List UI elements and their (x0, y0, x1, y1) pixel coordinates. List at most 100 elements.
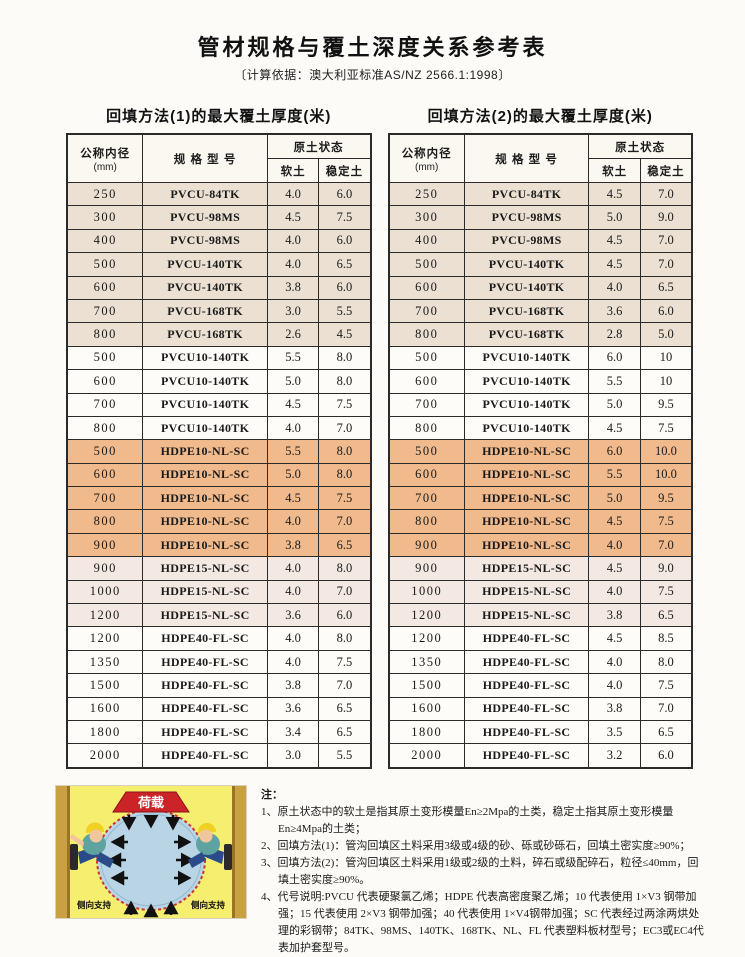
table-row: 500 PVCU-140TK 4.5 7.0 (388, 252, 693, 277)
soft-soil-cell: 5.0 (588, 486, 641, 511)
nominal-diameter-cell: 800 (388, 509, 465, 534)
soft-soil-cell: 2.6 (266, 322, 320, 347)
model-cell: PVCU10-140TK (463, 415, 590, 441)
stable-soil-cell: 7.5 (639, 673, 693, 698)
header-nominal-diameter: 公称内径 (mm) (66, 133, 144, 183)
nominal-diameter-cell: 1600 (388, 696, 465, 721)
stable-soil-cell: 8.0 (639, 649, 693, 675)
notes-list: 1、原土状态中的软土是指其原土变形模量En≥2Mpa的土类，稳定土指其原土变形模… (261, 804, 705, 957)
stable-soil-cell: 10 (639, 369, 693, 394)
stable-soil-cell: 6.5 (318, 719, 371, 745)
model-cell: HDPE10-NL-SC (463, 509, 590, 534)
note-item: 3、回填方法(2)：管沟回填区土料采用1级或2级的土料，碎石或级配碎石，粒径≤4… (261, 856, 699, 886)
model-cell: HDPE15-NL-SC (142, 579, 268, 605)
nominal-diameter-cell: 300 (66, 205, 144, 230)
header-stable-soil: 稳定土 (639, 158, 693, 183)
note-item: 1、原土状态中的软土是指其原土变形模量En≥2Mpa的土类，稳定土指其原土变形模… (261, 805, 674, 835)
model-cell: PVCU-98MS (463, 205, 590, 230)
notes-label: 注： (261, 788, 283, 801)
model-cell: HDPE40-FL-SC (142, 719, 268, 745)
table-row: 500 PVCU10-140TK 6.0 10 (388, 345, 693, 371)
stable-soil-cell: 7.0 (639, 696, 693, 721)
nominal-diameter-cell: 1200 (388, 626, 465, 651)
table-row: 1350 HDPE40-FL-SC 4.0 8.0 (388, 649, 693, 675)
soft-soil-cell: 4.0 (266, 509, 320, 534)
table-body-method-1: 250 PVCU-84TK 4.0 6.0 300 PVCU-98MS 4.5 7.5 400 P… (66, 181, 371, 769)
pipe-load-diagram: 荷载 (55, 784, 247, 919)
table-row: 900 HDPE10-NL-SC 4.0 7.0 (388, 532, 693, 558)
soft-soil-cell: 4.0 (266, 415, 320, 441)
model-cell: PVCU-140TK (463, 275, 590, 300)
page-title: 管材规格与覆土深度关系参考表 (197, 35, 548, 60)
worker-right-figure (188, 822, 232, 870)
model-cell: PVCU10-140TK (463, 345, 590, 371)
table-row: 1500 HDPE40-FL-SC 4.0 7.5 (388, 673, 693, 698)
nominal-diameter-cell: 1200 (388, 603, 465, 628)
nominal-diameter-cell: 400 (66, 228, 144, 254)
soft-soil-cell: 4.0 (588, 275, 641, 300)
stable-soil-cell: 6.0 (318, 603, 371, 628)
model-cell: HDPE40-FL-SC (463, 649, 590, 675)
model-cell: HDPE10-NL-SC (142, 486, 268, 511)
stable-soil-cell: 7.0 (318, 415, 371, 441)
model-cell: HDPE10-NL-SC (142, 439, 268, 464)
table-caption-method-2: 回填方法(2)的最大覆土厚度(米) (427, 108, 653, 125)
soft-soil-cell: 5.0 (588, 392, 641, 417)
table-row: 900 HDPE15-NL-SC 4.5 9.0 (388, 556, 693, 581)
soft-soil-cell: 4.0 (588, 532, 641, 558)
stable-soil-cell: 6.0 (318, 228, 371, 254)
spec-table-method-2: 公称内径 (mm) 规 格 型 号 原土状态 软土 稳定土 250 PVCU-84… (387, 133, 693, 769)
nominal-diameter-cell: 250 (388, 181, 465, 207)
model-cell: HDPE40-FL-SC (142, 649, 268, 675)
stable-soil-cell: 10.0 (639, 439, 693, 464)
table-row: 700 PVCU-168TK 3.6 6.0 (388, 298, 693, 324)
soft-soil-cell: 5.5 (266, 345, 320, 371)
model-cell: PVCU-168TK (463, 322, 590, 347)
model-cell: PVCU10-140TK (142, 415, 268, 441)
soft-soil-cell: 3.6 (266, 696, 320, 721)
table-row: 500 HDPE10-NL-SC 5.5 8.0 (66, 439, 371, 464)
table-row: 1200 HDPE15-NL-SC 3.8 6.5 (388, 603, 693, 628)
stable-soil-cell: 7.5 (639, 415, 693, 441)
lateral-support-label-left: 侧向支持 (76, 900, 112, 910)
soft-soil-cell: 4.5 (588, 626, 641, 651)
stable-soil-cell: 6.5 (639, 603, 693, 628)
nominal-diameter-cell: 1500 (388, 673, 465, 698)
table-row: 700 PVCU10-140TK 5.0 9.5 (388, 392, 693, 417)
stable-soil-cell: 9.0 (639, 556, 693, 581)
worker-left-figure (70, 822, 114, 870)
nominal-diameter-cell: 700 (388, 392, 465, 417)
header-soil-state: 原土状态 (266, 133, 372, 159)
table-row: 1800 HDPE40-FL-SC 3.5 6.5 (388, 719, 693, 745)
table-row: 400 PVCU-98MS 4.5 7.0 (388, 228, 693, 254)
model-cell: HDPE10-NL-SC (463, 532, 590, 558)
model-cell: HDPE10-NL-SC (463, 486, 590, 511)
model-cell: PVCU-98MS (463, 228, 590, 254)
model-cell: PVCU-168TK (142, 322, 268, 347)
table-row: 800 PVCU-168TK 2.6 4.5 (66, 322, 371, 347)
table-row: 1800 HDPE40-FL-SC 3.4 6.5 (66, 719, 371, 745)
nominal-diameter-cell: 1000 (66, 579, 144, 605)
stable-soil-cell: 6.5 (318, 532, 371, 558)
soft-soil-cell: 3.6 (266, 603, 320, 628)
soft-soil-cell: 5.0 (266, 369, 320, 394)
model-cell: HDPE40-FL-SC (142, 696, 268, 721)
notes-section: 注： 1、原土状态中的软土是指其原土变形模量En≥2Mpa的土类，稳定土指其原土… (261, 785, 705, 957)
model-cell: PVCU-168TK (142, 298, 268, 324)
nominal-diameter-cell: 600 (66, 462, 144, 488)
stable-soil-cell: 7.5 (318, 205, 371, 230)
table-row: 1000 HDPE15-NL-SC 4.0 7.0 (66, 579, 371, 605)
soft-soil-cell: 4.5 (588, 181, 641, 207)
table-row: 800 PVCU10-140TK 4.0 7.0 (66, 415, 371, 441)
table-row: 300 PVCU-98MS 5.0 9.0 (388, 205, 693, 230)
note-item: 2、回填方法(1)：管沟回填区土料采用3级或4级的砂、砾或砂砾石，回填土密实度≥… (261, 839, 691, 852)
model-cell: PVCU-98MS (142, 205, 268, 230)
model-cell: PVCU-84TK (463, 181, 590, 207)
model-cell: PVCU10-140TK (142, 369, 268, 394)
soft-soil-cell: 4.0 (266, 579, 320, 605)
soft-soil-cell: 3.8 (588, 603, 641, 628)
nominal-diameter-cell: 900 (66, 532, 144, 558)
model-cell: HDPE40-FL-SC (463, 719, 590, 745)
nominal-diameter-cell: 600 (388, 462, 465, 488)
soft-soil-cell: 3.5 (588, 719, 641, 745)
